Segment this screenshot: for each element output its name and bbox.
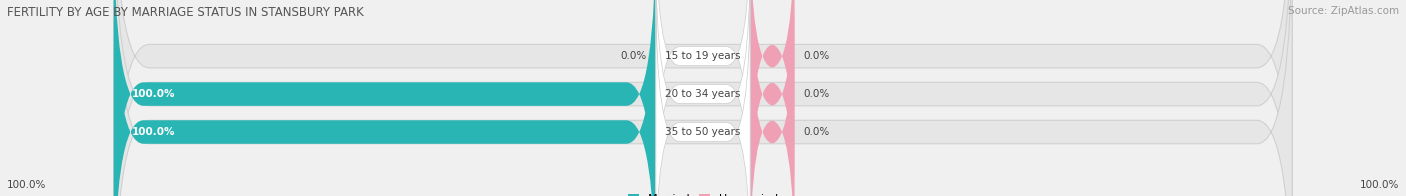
Text: 0.0%: 0.0% [803,51,830,61]
Legend: Married, Unmarried: Married, Unmarried [623,189,783,196]
Text: 0.0%: 0.0% [621,51,647,61]
Text: 100.0%: 100.0% [132,89,174,99]
FancyBboxPatch shape [114,0,655,196]
FancyBboxPatch shape [114,0,655,196]
FancyBboxPatch shape [751,0,794,196]
Text: Source: ZipAtlas.com: Source: ZipAtlas.com [1288,6,1399,16]
Text: 100.0%: 100.0% [7,180,46,190]
FancyBboxPatch shape [751,0,794,196]
Text: 0.0%: 0.0% [803,127,830,137]
Text: 100.0%: 100.0% [132,127,174,137]
Text: 20 to 34 years: 20 to 34 years [665,89,741,99]
Text: 100.0%: 100.0% [1360,180,1399,190]
FancyBboxPatch shape [655,0,751,196]
Text: FERTILITY BY AGE BY MARRIAGE STATUS IN STANSBURY PARK: FERTILITY BY AGE BY MARRIAGE STATUS IN S… [7,6,364,19]
FancyBboxPatch shape [114,0,1292,196]
FancyBboxPatch shape [655,0,751,196]
FancyBboxPatch shape [655,0,751,196]
Text: 0.0%: 0.0% [803,89,830,99]
Text: 35 to 50 years: 35 to 50 years [665,127,741,137]
FancyBboxPatch shape [114,0,1292,196]
Text: 15 to 19 years: 15 to 19 years [665,51,741,61]
FancyBboxPatch shape [751,0,794,196]
FancyBboxPatch shape [114,0,1292,196]
